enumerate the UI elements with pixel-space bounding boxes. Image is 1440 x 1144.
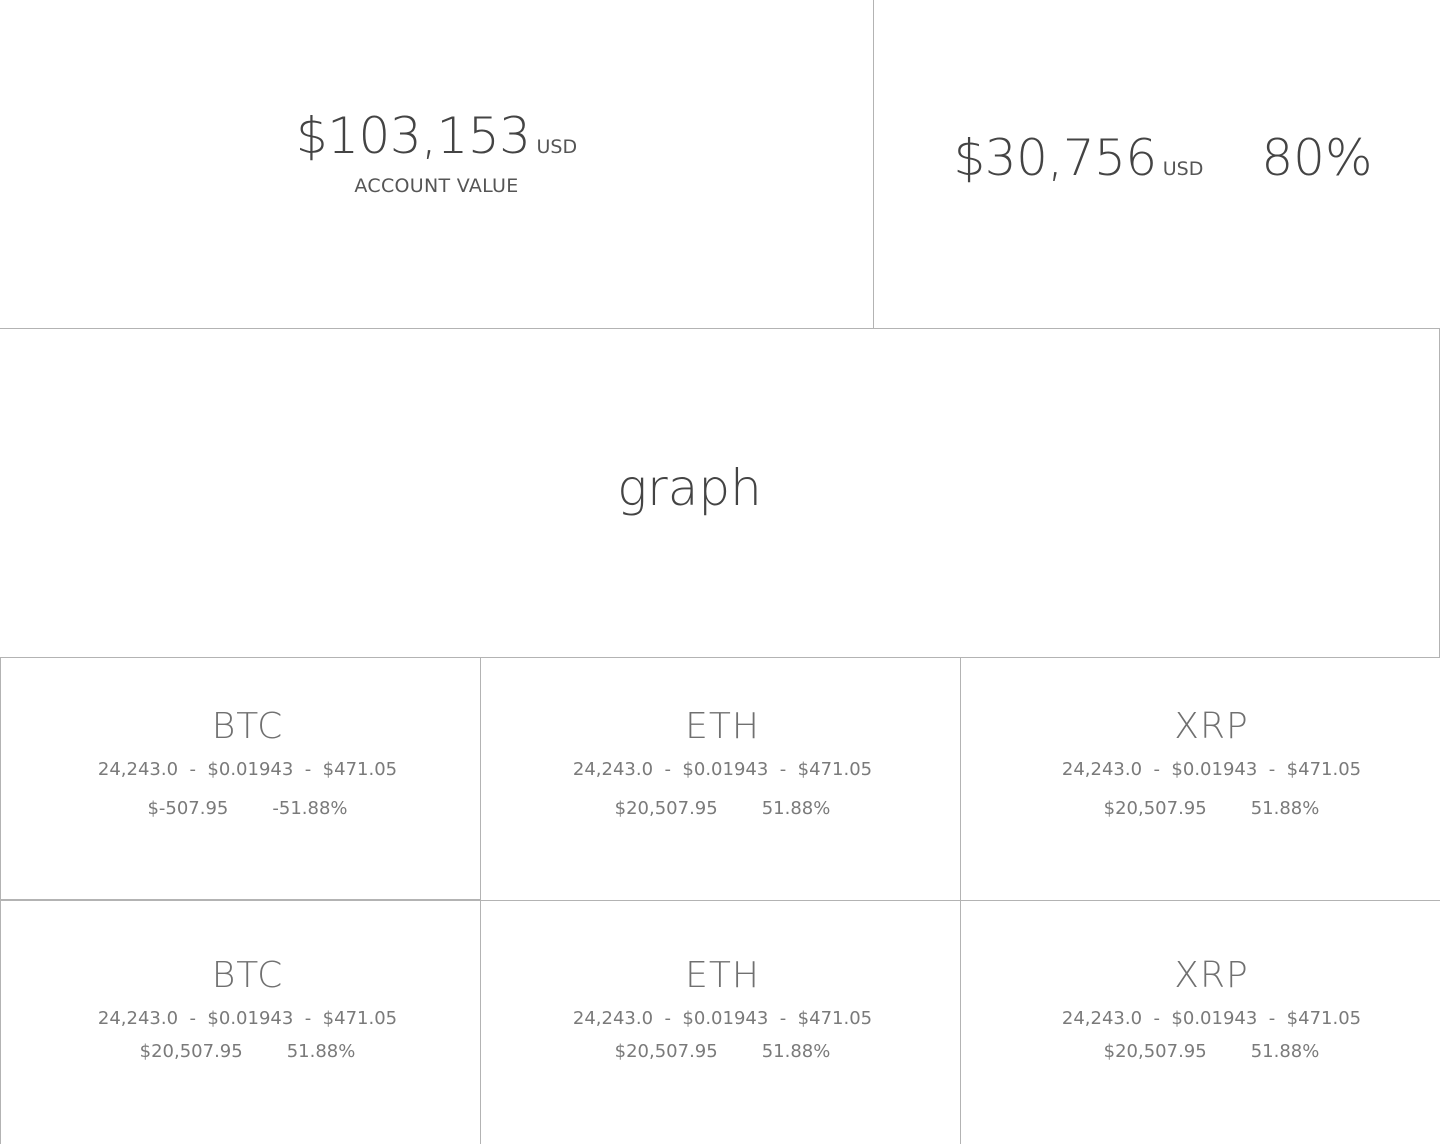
coin-symbol: BTC <box>211 706 284 747</box>
account-value-currency: USD <box>536 136 578 158</box>
coin-card[interactable]: BTC 24,243.0 - $0.01943 - $471.05 $-507.… <box>0 658 481 901</box>
coin-change-percent: 51.88% <box>1250 798 1320 819</box>
account-value-label: ACCOUNT VALUE <box>354 175 519 197</box>
secondary-value-panel: $30,756 USD 80% <box>874 0 1440 329</box>
coin-stats: 24,243.0 - $0.01943 - $471.05 <box>572 759 873 780</box>
coin-card[interactable]: ETH 24,243.0 - $0.01943 - $471.05 $20,50… <box>481 658 961 901</box>
account-value-row: $103,153 USD <box>296 111 577 161</box>
coin-change-percent: 51.88% <box>761 1041 831 1062</box>
coin-symbol: ETH <box>685 955 760 996</box>
coin-change-percent: 51.88% <box>761 798 831 819</box>
graph-placeholder-label: graph <box>617 459 762 517</box>
coin-change-value: $20,507.95 <box>139 1041 243 1062</box>
coin-stats: 24,243.0 - $0.01943 - $471.05 <box>97 1008 398 1029</box>
coin-change-value: $-507.95 <box>147 798 229 819</box>
secondary-value-row: $30,756 USD 80% <box>953 129 1372 187</box>
coin-change-value: $20,507.95 <box>614 798 718 819</box>
coin-change: $20,507.95 51.88% <box>485 1041 960 1062</box>
coin-stats: 24,243.0 - $0.01943 - $471.05 <box>572 1008 873 1029</box>
coin-change: $20,507.95 51.88% <box>983 798 1440 819</box>
coin-change: $-507.95 -51.88% <box>15 798 480 819</box>
account-value-amount: $103,153 <box>295 107 531 165</box>
coin-stats: 24,243.0 - $0.01943 - $471.05 <box>1061 759 1362 780</box>
coin-change-value: $20,507.95 <box>1103 798 1207 819</box>
coin-change: $20,507.95 51.88% <box>485 798 960 819</box>
coin-change-percent: 51.88% <box>286 1041 356 1062</box>
coin-symbol: BTC <box>211 955 284 996</box>
account-value-panel: $103,153 USD ACCOUNT VALUE <box>0 0 874 329</box>
coin-card[interactable]: XRP 24,243.0 - $0.01943 - $471.05 $20,50… <box>961 901 1440 1144</box>
coin-change: $20,507.95 51.88% <box>15 1041 480 1062</box>
coin-change-value: $20,507.95 <box>614 1041 718 1062</box>
coin-stats: 24,243.0 - $0.01943 - $471.05 <box>97 759 398 780</box>
coin-symbol: XRP <box>1174 706 1249 747</box>
coin-change-value: $20,507.95 <box>1103 1041 1207 1062</box>
coin-card[interactable]: XRP 24,243.0 - $0.01943 - $471.05 $20,50… <box>961 658 1440 901</box>
secondary-percent: 80% <box>1261 129 1373 187</box>
account-value-block: $103,153 USD ACCOUNT VALUE <box>296 111 577 197</box>
coin-stats: 24,243.0 - $0.01943 - $471.05 <box>1061 1008 1362 1029</box>
coin-card[interactable]: BTC 24,243.0 - $0.01943 - $471.05 $20,50… <box>0 901 481 1144</box>
coin-change: $20,507.95 51.88% <box>983 1041 1440 1062</box>
secondary-value-amount: $30,756 <box>953 129 1157 187</box>
coin-symbol: XRP <box>1174 955 1249 996</box>
graph-panel[interactable]: graph <box>0 329 1440 658</box>
coin-card[interactable]: ETH 24,243.0 - $0.01943 - $471.05 $20,50… <box>481 901 961 1144</box>
coin-symbol: ETH <box>685 706 760 747</box>
coin-change-percent: 51.88% <box>1250 1041 1320 1062</box>
secondary-value-currency: USD <box>1162 158 1204 180</box>
coin-change-percent: -51.88% <box>272 798 348 819</box>
